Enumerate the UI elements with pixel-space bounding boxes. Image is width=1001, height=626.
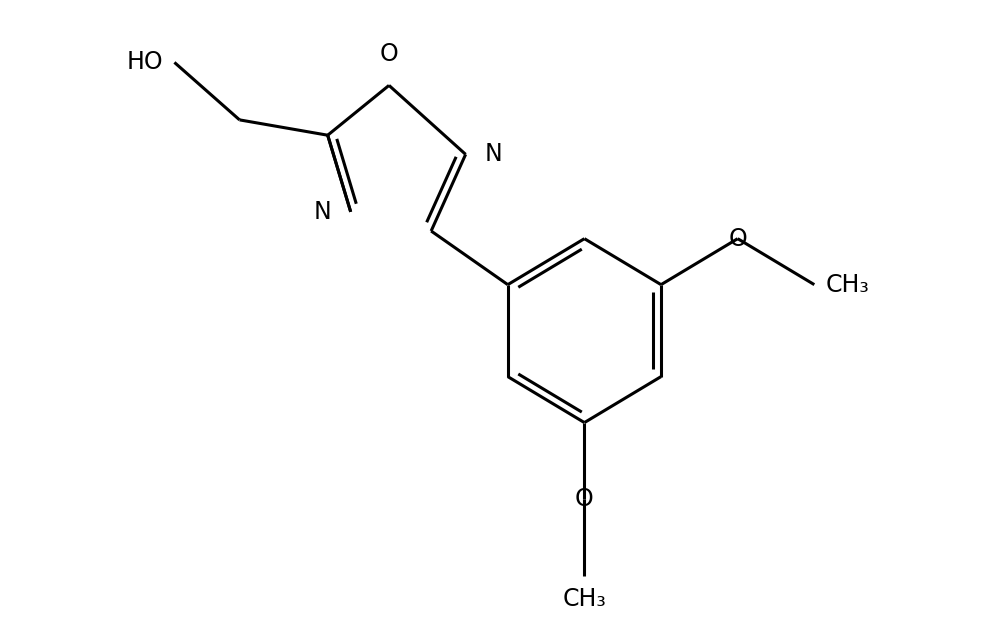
Text: HO: HO (126, 51, 163, 74)
Text: O: O (729, 227, 747, 250)
Text: CH₃: CH₃ (563, 587, 607, 612)
Text: CH₃: CH₃ (826, 273, 870, 297)
Text: N: N (484, 142, 503, 167)
Text: O: O (379, 42, 398, 66)
Text: N: N (313, 200, 331, 224)
Text: O: O (575, 487, 594, 511)
